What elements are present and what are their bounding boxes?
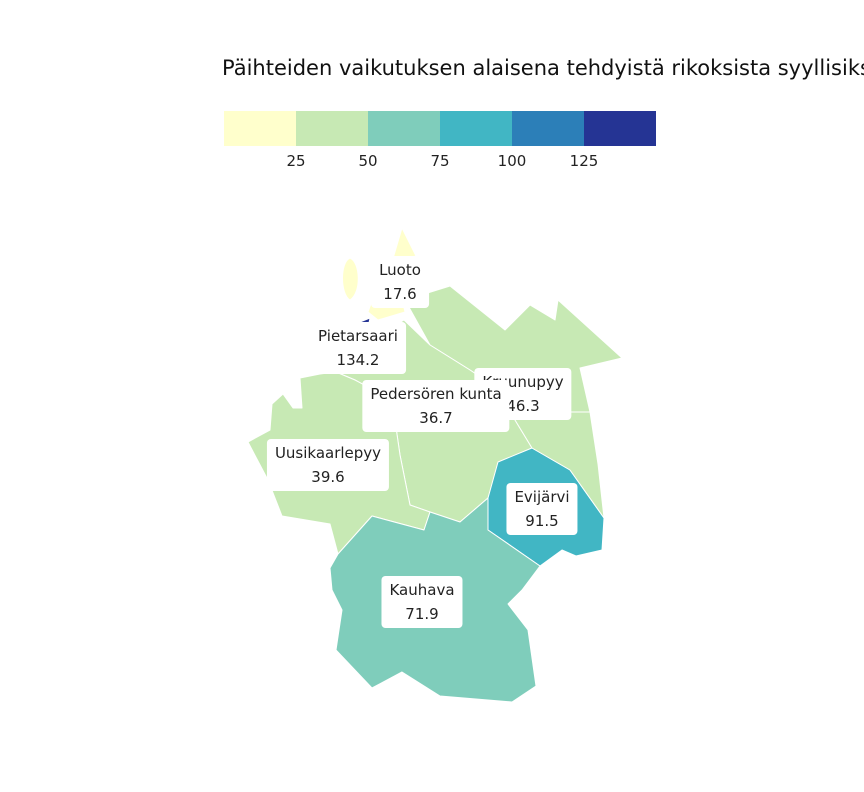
legend-swatch bbox=[224, 111, 296, 146]
color-legend: 25 50 75 100 125 bbox=[224, 111, 656, 170]
legend-tick: 75 bbox=[430, 152, 450, 170]
legend-tick: 50 bbox=[358, 152, 378, 170]
legend-tick: 100 bbox=[497, 152, 527, 170]
label-kauhava: Kauhava 71.9 bbox=[381, 576, 463, 628]
label-luoto: Luoto 17.6 bbox=[371, 256, 429, 308]
label-pietarsaari: Pietarsaari 134.2 bbox=[310, 322, 406, 374]
legend-tick: 125 bbox=[569, 152, 599, 170]
region-kruunupyy-east bbox=[514, 411, 605, 519]
label-pedersore: Pedersören kunta 36.7 bbox=[362, 380, 510, 432]
legend-swatch bbox=[584, 111, 656, 146]
legend-swatch bbox=[440, 111, 512, 146]
map-title: Päihteiden vaikutuksen alaisena tehdyist… bbox=[222, 56, 864, 80]
label-uusikaarlepyy: Uusikaarlepyy 39.6 bbox=[266, 439, 390, 491]
legend-swatch bbox=[368, 111, 440, 146]
label-evijarvi: Evijärvi 91.5 bbox=[506, 483, 578, 535]
legend-swatch bbox=[296, 111, 368, 146]
legend-swatch bbox=[512, 111, 584, 146]
legend-tick: 25 bbox=[286, 152, 306, 170]
